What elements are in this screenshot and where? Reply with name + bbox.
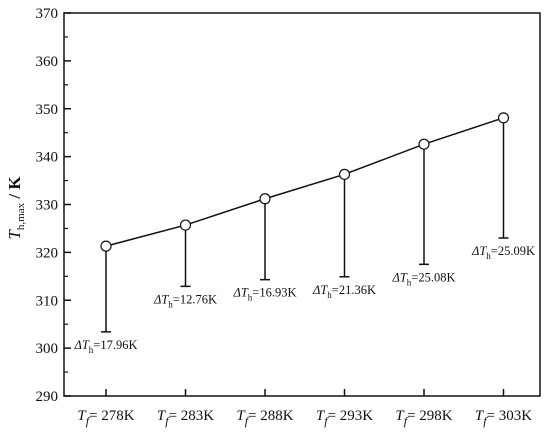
delta-annotation: ΔTh=17.96K <box>74 338 138 355</box>
y-tick-label: 300 <box>36 341 59 357</box>
x-tick-label-symbol: T <box>475 408 485 424</box>
delta-annotation-subscript: h <box>486 251 491 261</box>
delta-annotation-symbol: ΔT <box>312 283 328 297</box>
delta-annotation-value: =17.96K <box>93 338 137 352</box>
delta-annotation-subscript: h <box>89 345 94 355</box>
x-tick-label-value: = 288K <box>248 408 294 424</box>
y-axis-title-unit: / K <box>5 176 24 203</box>
series-line <box>105 117 504 247</box>
x-tick-label: Tf= 303K <box>475 408 532 428</box>
data-point <box>259 193 271 205</box>
y-tick-label: 350 <box>36 102 59 118</box>
x-tick-label-value: = 283K <box>169 408 215 424</box>
x-tick-label: Tf= 278K <box>77 408 134 428</box>
delta-annotation: ΔTh=25.09K <box>471 244 535 261</box>
x-tick-label: Tf= 288K <box>236 408 293 428</box>
delta-annotation-value: =25.08K <box>411 270 455 284</box>
delta-annotation-value: =21.36K <box>332 283 376 297</box>
delta-annotation: ΔTh=25.08K <box>392 270 456 287</box>
data-point <box>179 219 192 231</box>
x-tick-label-subscript: f <box>324 414 329 428</box>
delta-annotation: ΔTh=12.76K <box>153 292 217 309</box>
x-tick-label-subscript: f <box>404 414 409 428</box>
delta-annotation-symbol: ΔT <box>233 286 249 300</box>
x-axis <box>105 389 505 396</box>
delta-annotation-subscript: h <box>168 299 173 309</box>
delta-annotation-value: =25.09K <box>491 244 535 258</box>
y-tick-label: 310 <box>36 293 59 309</box>
x-tick-label: Tf= 298K <box>395 408 452 428</box>
x-tick-label-symbol: T <box>77 408 87 424</box>
x-tick-label: Tf= 293K <box>316 408 373 428</box>
data-point <box>418 138 430 150</box>
y-tick-label: 340 <box>36 150 59 166</box>
y-tick-label: 370 <box>36 6 59 22</box>
x-tick-label-value: = 278K <box>89 408 135 424</box>
delta-annotation-symbol: ΔT <box>153 292 169 306</box>
y-axis-title-symbol: T <box>5 229 24 240</box>
delta-annotation-symbol: ΔT <box>471 244 487 258</box>
y-tick-label: 290 <box>36 389 59 405</box>
y-axis-title: Th,max / K <box>5 176 27 240</box>
delta-annotation: ΔTh=21.36K <box>312 283 376 300</box>
x-tick-label-subscript: f <box>86 414 91 428</box>
y-tick-label: 330 <box>36 198 59 214</box>
delta-annotation-value: =16.93K <box>252 286 296 300</box>
x-tick-label-subscript: f <box>165 414 170 428</box>
delta-annotation-subscript: h <box>407 277 412 287</box>
data-point <box>100 240 112 252</box>
x-tick-label-value: = 303K <box>487 408 533 424</box>
delta-annotation: ΔTh=16.93K <box>233 286 297 303</box>
x-tick-label-subscript: f <box>483 414 488 428</box>
data-point <box>497 112 510 124</box>
delta-annotation-subscript: h <box>327 290 332 300</box>
x-tick-label-value: = 293K <box>328 408 374 424</box>
x-tick-label-symbol: T <box>316 408 326 424</box>
delta-annotation-symbol: ΔT <box>392 270 408 284</box>
data-point <box>338 168 351 180</box>
x-tick-label-symbol: T <box>157 408 167 424</box>
x-tick-label-value: = 298K <box>407 408 453 424</box>
y-axis: 290 300 310 320 330 340 350 360 370 <box>36 6 71 405</box>
delta-annotation-subscript: h <box>248 293 253 303</box>
category-labels: Tf= 278K Tf= 283K Tf= 288K Tf= 293K Tf= 298K… <box>77 408 532 428</box>
x-tick-label-subscript: f <box>245 414 250 428</box>
x-tick-label: Tf= 283K <box>157 408 214 428</box>
x-tick-label-symbol: T <box>395 408 405 424</box>
y-tick-label: 320 <box>36 245 59 261</box>
x-tick-label-symbol: T <box>236 408 246 424</box>
delta-annotation-symbol: ΔT <box>74 338 90 352</box>
delta-annotation-value: =12.76K <box>173 292 217 306</box>
y-axis-title-subscript: h,max <box>15 202 27 230</box>
error-bars <box>101 117 509 333</box>
y-tick-label: 360 <box>36 54 59 70</box>
data-points <box>100 112 510 252</box>
